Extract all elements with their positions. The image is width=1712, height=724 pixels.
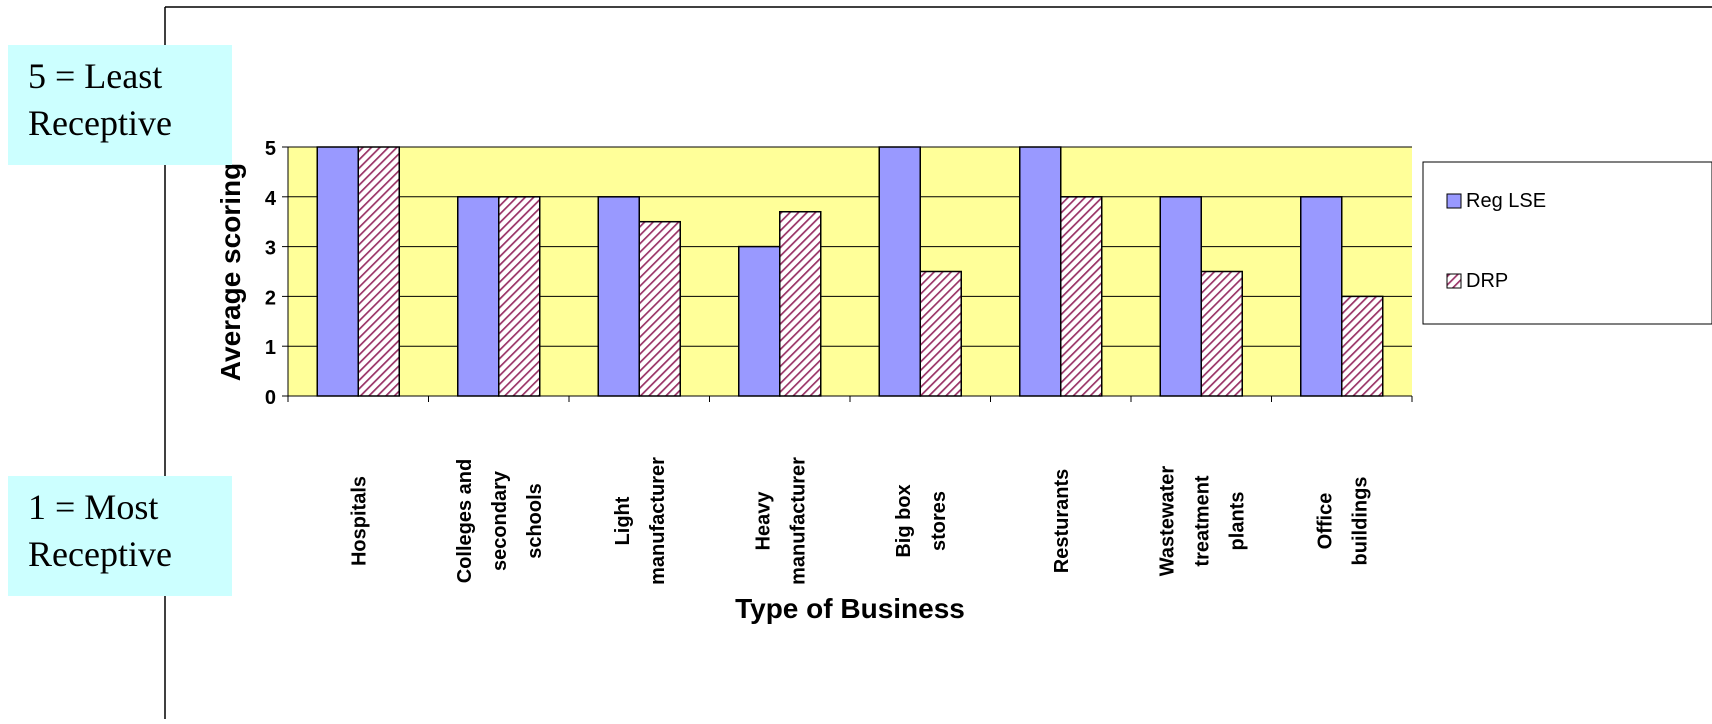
plot-area [288,147,1412,396]
bar-reg-lse [738,245,781,397]
bar-reg-lse [597,196,640,397]
y-tick-label: 1 [265,337,276,359]
x-tick-label: Wastewater treatment plants [1156,466,1248,577]
callout-bottom-line1: 1 = Most [28,487,159,527]
x-tick-label-line: secondary [489,470,511,571]
bar-reg-lse [878,146,921,397]
x-tick-label: Resturants [1051,469,1073,573]
y-tick-label: 5 [265,138,276,160]
legend-label-drp: DRP [1466,270,1508,292]
x-tick-label-line: Colleges and [454,459,476,583]
least-receptive-callout: 5 = Least Receptive [8,45,232,165]
callout-top-line2: Receptive [28,103,172,143]
x-tick-label-line: schools [524,483,546,559]
x-tick-label: Office buildings [1314,477,1371,566]
bar-drp [638,220,681,397]
legend: Reg LSE DRP [1422,161,1712,325]
bar-reg-lse [1300,196,1343,397]
y-axis-label: Average scoring [215,163,246,381]
x-tick-label-line: treatment [1191,475,1213,566]
x-tick-label: Heavy manufacturer [752,457,809,585]
x-tick-label-line: Heavy [752,491,774,551]
y-tick-label: 3 [265,238,276,260]
x-tick-label-line: Office [1314,493,1336,550]
y-tick-label: 2 [265,287,276,309]
bar-drp [1060,196,1103,397]
x-tick-label-line: manufacturer [787,457,809,585]
callout-bottom-line2: Receptive [28,534,172,574]
x-tick-label: Big box stores [893,484,950,557]
callout-top-line1: 5 = Least [28,56,163,96]
x-tick-label-line: buildings [1349,477,1371,566]
bar-drp [498,196,541,397]
x-tick-label-line: Wastewater [1156,466,1178,577]
bar-drp [919,270,962,397]
most-receptive-callout: 1 = Most Receptive [8,476,232,596]
y-tick-label: 4 [265,188,277,210]
x-axis-label: Type of Business [735,593,965,624]
x-tick-label: Colleges and secondary schools [454,459,546,583]
bar-reg-lse [1019,146,1062,397]
x-tick-label-line: Light [612,496,634,545]
legend-swatch-reg-lse [1446,193,1462,209]
legend-swatch-drp [1446,273,1462,289]
legend-box [1422,161,1712,325]
legend-label-reg-lse: Reg LSE [1466,190,1546,212]
x-tick-label-line: plants [1226,492,1248,551]
y-tick-label: 0 [265,387,276,409]
x-tick-label-line: Big box [893,484,915,557]
x-tick-label-line: Resturants [1051,469,1073,573]
x-tick-label: Light manufacturer [612,457,669,585]
x-tick-label: Hospitals [348,476,370,566]
bar-reg-lse [1159,196,1202,397]
x-tick-label-line: manufacturer [647,457,669,585]
bar-drp [779,210,822,397]
x-tick-label-line: Hospitals [348,476,370,566]
bar-drp [1200,270,1243,397]
bar-drp [357,146,400,397]
x-tick-label-line: stores [928,491,950,551]
bar-reg-lse [457,196,500,397]
bar-reg-lse [316,146,359,397]
bar-drp [1341,295,1384,397]
